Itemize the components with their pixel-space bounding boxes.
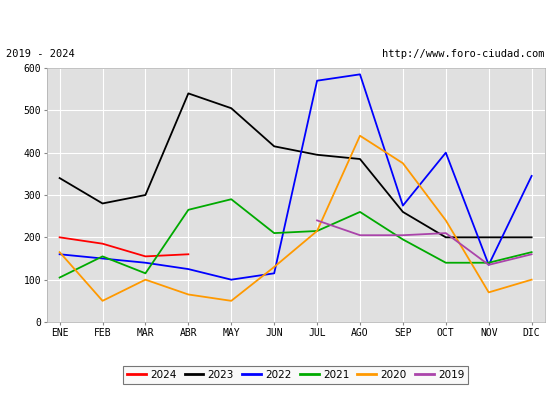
- Text: http://www.foro-ciudad.com: http://www.foro-ciudad.com: [382, 49, 544, 59]
- Text: Evolucion Nº Turistas Nacionales en el municipio de Vilaverd: Evolucion Nº Turistas Nacionales en el m…: [1, 14, 549, 28]
- Text: 2019 - 2024: 2019 - 2024: [6, 49, 74, 59]
- Legend: 2024, 2023, 2022, 2021, 2020, 2019: 2024, 2023, 2022, 2021, 2020, 2019: [123, 366, 469, 384]
